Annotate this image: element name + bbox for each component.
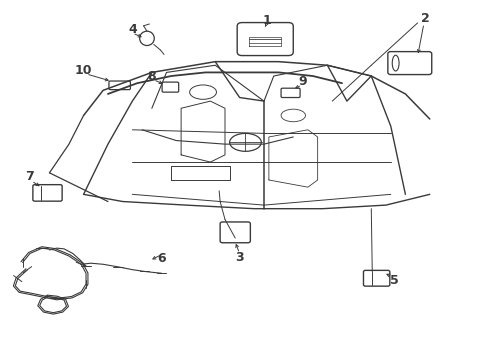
Text: 1: 1 [262,14,270,27]
Text: 10: 10 [75,64,92,77]
Text: 4: 4 [128,23,137,36]
Text: 3: 3 [235,251,244,264]
Text: 7: 7 [25,170,34,183]
Text: 8: 8 [147,69,156,82]
Text: 6: 6 [157,252,165,265]
Text: 2: 2 [420,12,428,25]
Text: 5: 5 [389,274,398,287]
Text: 9: 9 [298,75,306,88]
